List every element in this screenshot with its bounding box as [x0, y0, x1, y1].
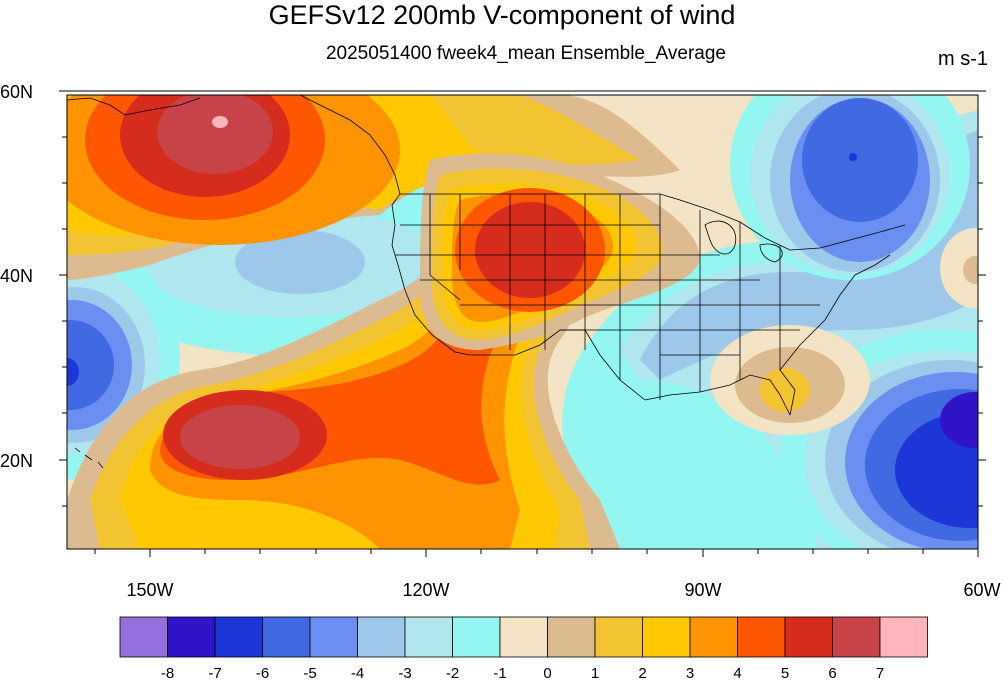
map-subtitle: 2025051400 fweek4_mean Ensemble_Average: [325, 43, 726, 64]
colorbar-tick-label: 5: [781, 665, 789, 682]
positive-rockies-cell: [420, 153, 700, 350]
colorbar-tick-label: -5: [303, 665, 316, 682]
colorbar-swatch: [119, 616, 168, 658]
colorbar-tick-label: 3: [686, 665, 694, 682]
colorbar-tick-label: 2: [638, 665, 646, 682]
colorbar-tick-label: 0: [543, 665, 551, 682]
colorbar-tick-label: -7: [208, 665, 221, 682]
colorbar-swatch: [642, 616, 691, 658]
colorbar-swatch: [784, 616, 833, 658]
map-title: GEFSv12 200mb V-component of wind: [268, 0, 736, 30]
positive-florida-cell: [710, 325, 870, 435]
colorbar-swatch: [262, 616, 311, 658]
colorbar-tick-label: 1: [591, 665, 599, 682]
colorbar-tick-label: -2: [446, 665, 459, 682]
lat-ticks: [59, 90, 986, 507]
colorbar-tick-label: -1: [493, 665, 506, 682]
colorbar-swatch: [689, 616, 738, 658]
colorbar-swatch: [357, 616, 406, 658]
colorbar-swatch: [167, 616, 216, 658]
colorbar-tick-label: -8: [161, 665, 174, 682]
state-boundaries: [67, 95, 906, 469]
lat-label-40n: 40N: [0, 266, 33, 286]
colorbar-swatch: [879, 616, 928, 658]
colorbar-tick-label: 6: [828, 665, 836, 682]
map-frame: [66, 94, 979, 550]
colorbar-tick-label: -4: [351, 665, 364, 682]
negative-northeast-cell: [730, 95, 970, 280]
colorbar-swatch: [832, 616, 881, 658]
positive-alaska-cell: [67, 95, 680, 280]
negative-southeast-cell: [780, 330, 978, 549]
colorbar-swatch: [214, 616, 263, 658]
lon-label-150w: 150W: [126, 580, 173, 600]
lon-label-120w: 120W: [402, 580, 449, 600]
lon-ticks: [94, 549, 979, 557]
lat-label-60n: 60N: [0, 82, 33, 102]
colorbar-swatch: [547, 616, 596, 658]
lon-label-90w: 90W: [684, 580, 721, 600]
lat-label-20n: 20N: [0, 451, 33, 471]
colorbar-swatch: [499, 616, 548, 658]
wind-contour-field: [67, 95, 978, 549]
colorbar-swatch: [309, 616, 358, 658]
colorbar-tick-label: 4: [733, 665, 741, 682]
colorbar-swatch: [737, 616, 786, 658]
colorbar-swatch: [594, 616, 643, 658]
lon-label-60w: 60W: [963, 580, 1000, 600]
colorbar-swatch: [404, 616, 453, 658]
units-label: m s-1: [938, 48, 988, 70]
colorbar-tick-label: -3: [398, 665, 411, 682]
colorbar: -8 -7 -6 -5 -4 -3 -2 -1 0 1 2 3 4 5 6 7: [119, 616, 928, 682]
colorbar-swatch: [452, 616, 501, 658]
colorbar-tick-label: -6: [256, 665, 269, 682]
colorbar-tick-label: 7: [876, 665, 884, 682]
